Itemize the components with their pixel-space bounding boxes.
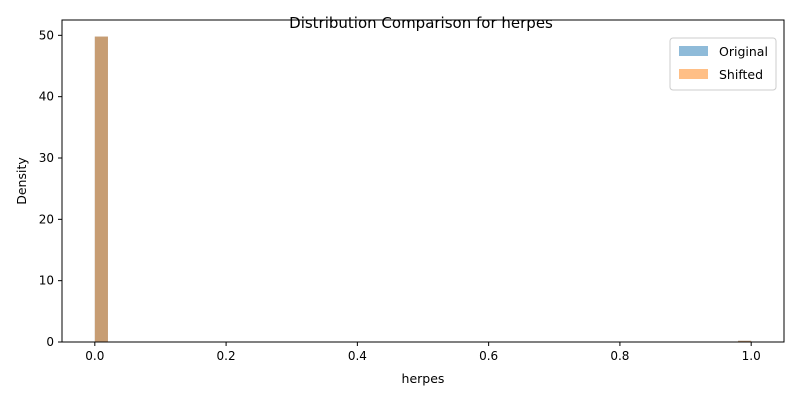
- x-tick-label: 0.4: [348, 349, 367, 363]
- legend-label-shifted: Shifted: [719, 67, 763, 82]
- x-tick-label: 1.0: [742, 349, 761, 363]
- y-tick-label: 20: [39, 212, 54, 226]
- x-axis-label: herpes: [402, 371, 445, 386]
- histogram-bar-shifted-0: [94, 36, 108, 343]
- chart-title: Distribution Comparison for herpes: [289, 14, 553, 32]
- legend-label-original: Original: [719, 44, 768, 59]
- x-tick-label: 0.2: [217, 349, 236, 363]
- legend-swatch-shifted: [679, 69, 708, 79]
- y-axis-ticks: 0 10 20 30 40 50: [39, 28, 62, 349]
- plot-frame: [61, 19, 785, 343]
- legend-swatch-original: [679, 46, 708, 56]
- y-tick-label: 0: [46, 335, 54, 349]
- y-tick-label: 30: [39, 151, 54, 165]
- y-tick-label: 40: [39, 90, 54, 104]
- y-tick-label: 50: [39, 28, 54, 42]
- y-tick-label: 10: [39, 274, 54, 288]
- histogram-bars: [94, 36, 752, 343]
- x-tick-label: 0.0: [85, 349, 104, 363]
- x-axis-ticks: 0.0 0.2 0.4 0.6 0.8 1.0: [85, 342, 761, 363]
- legend: Original Shifted: [669, 37, 777, 91]
- x-tick-label: 0.8: [610, 349, 629, 363]
- y-axis-label: Density: [14, 157, 29, 205]
- histogram-bar-shifted-1: [738, 340, 752, 342]
- x-tick-label: 0.6: [479, 349, 498, 363]
